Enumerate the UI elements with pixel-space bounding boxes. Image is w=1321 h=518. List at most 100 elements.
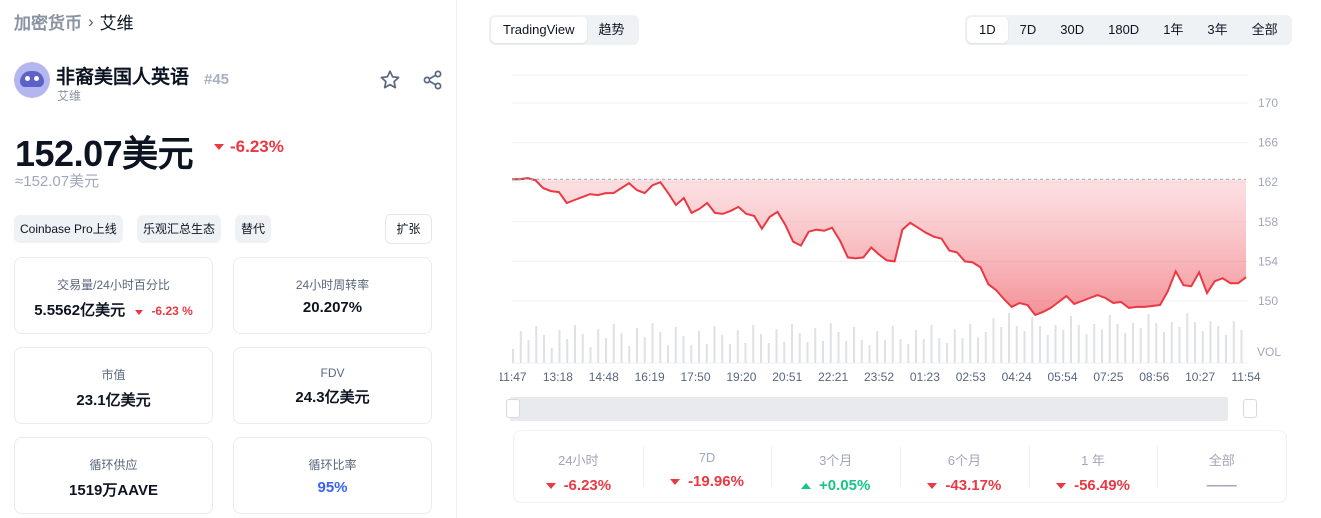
volume-bar — [922, 339, 925, 363]
x-tick-label: 10:27 — [1185, 370, 1215, 384]
volume-bar — [628, 346, 631, 363]
volume-bar — [907, 344, 910, 363]
volume-bar — [574, 325, 576, 363]
volume-bar — [969, 324, 972, 363]
perf-value: -19.96% — [688, 473, 744, 490]
volume-bar — [1186, 313, 1189, 363]
volume-bar — [1070, 316, 1072, 363]
perf-all: 全部 —— — [1157, 431, 1286, 502]
navigator-right-handle[interactable] — [1243, 399, 1257, 418]
range-1d[interactable]: 1D — [967, 17, 1008, 43]
star-icon[interactable] — [378, 68, 402, 92]
range-1y[interactable]: 1年 — [1163, 22, 1184, 37]
volume-bar — [682, 336, 685, 363]
chevron-right-icon: › — [88, 11, 94, 31]
volume-bar — [1225, 335, 1227, 363]
range-all[interactable]: 全部 — [1251, 22, 1278, 37]
x-tick-label: 14:48 — [589, 370, 619, 384]
y-tick-label: 162 — [1258, 175, 1278, 189]
caret-down-icon — [1056, 482, 1067, 489]
perf-value: +0.05% — [819, 477, 871, 494]
tab-tradingview[interactable]: TradingView — [491, 17, 587, 43]
turnover-value: 20.207% — [302, 299, 363, 316]
volume-bar — [876, 331, 879, 363]
perf-value: -43.17% — [945, 477, 1002, 494]
expand-button[interactable]: 扩张 — [385, 214, 432, 244]
volume-bar — [853, 327, 855, 363]
volume-bar — [1209, 321, 1212, 363]
volume-bar — [581, 334, 584, 363]
volume-value-row: 5.5562亿美元 -6.23 % — [15, 299, 212, 320]
y-tick-label: 154 — [1258, 254, 1278, 268]
volume-bar — [690, 345, 693, 363]
range-180d[interactable]: 180D — [1108, 22, 1140, 37]
perf-label: 1 年 — [1081, 453, 1105, 468]
performance-bar: 24小时 -6.23% 7D -19.96% 3个月 +0.05% 6个月 -4… — [513, 430, 1287, 503]
navigator-left-handle[interactable] — [506, 399, 520, 418]
volume-bar — [1163, 332, 1165, 363]
volume-bar — [1000, 327, 1003, 363]
volume-bar — [783, 342, 786, 363]
coin-name: 非裔美国人英语 — [56, 67, 190, 88]
range-navigator[interactable] — [510, 397, 1228, 421]
volume-bar — [1077, 325, 1080, 363]
volume-bar — [752, 325, 755, 363]
tag-alt[interactable]: 替代 — [235, 215, 272, 243]
volume-bar — [1232, 321, 1235, 363]
volume-bar — [1139, 328, 1142, 363]
volume-bar — [1170, 322, 1173, 363]
range-30d[interactable]: 30D — [1060, 22, 1085, 37]
volume-bar — [736, 330, 739, 363]
volume-bar — [1155, 323, 1158, 363]
x-tick-label: 05:54 — [1047, 370, 1077, 384]
breadcrumb-parent[interactable]: 加密货币 — [14, 14, 82, 33]
x-tick-label: 11:47 — [500, 370, 527, 384]
x-tick-label: 08:56 — [1139, 370, 1169, 384]
x-tick-label: 01:23 — [910, 370, 940, 384]
volume-bar — [1178, 327, 1181, 363]
caret-up-icon — [801, 482, 812, 489]
share-icon[interactable] — [421, 68, 445, 92]
volume-bar — [806, 342, 809, 363]
coin-symbol: 艾维 — [57, 89, 82, 103]
volume-bar — [860, 340, 863, 363]
range-3y[interactable]: 3年 — [1207, 22, 1228, 37]
volume-bar — [636, 328, 638, 363]
x-tick-label: 02:53 — [956, 370, 986, 384]
volume-bar — [775, 329, 778, 363]
x-tick-label: 22:21 — [818, 370, 848, 384]
volume-bar — [1054, 325, 1057, 363]
volume-bar — [589, 347, 592, 363]
y-tick-label: 170 — [1258, 96, 1278, 110]
volume-bar — [1039, 326, 1041, 363]
price-change: -6.23% — [214, 137, 284, 157]
perf-value: -6.23% — [563, 477, 612, 494]
caret-down-icon — [214, 144, 224, 150]
perf-3m: 3个月 +0.05% — [771, 431, 900, 502]
perf-label: 全部 — [1208, 453, 1235, 468]
perf-24h: 24小时 -6.23% — [514, 431, 643, 502]
tag-coinbase[interactable]: Coinbase Pro上线 — [14, 215, 123, 243]
volume-bar — [612, 324, 615, 363]
volume-bar — [891, 326, 894, 363]
caret-down-icon — [135, 310, 144, 315]
volume-bar — [798, 333, 801, 363]
price-chart[interactable]: 170 166 162 158 154 150 VOL 11:47 13:18 14:48 16:… — [500, 60, 1300, 400]
volume-change: -6.23 % — [151, 304, 193, 318]
volume-bar — [1023, 331, 1026, 363]
volume-bar — [822, 341, 824, 363]
volume-bar — [984, 332, 987, 363]
volume-bar — [729, 344, 731, 363]
supply-value: 1519万AAVE — [69, 482, 158, 499]
tab-trend[interactable]: 趋势 — [598, 22, 625, 37]
tag-optimism[interactable]: 乐观汇总生态 — [137, 215, 222, 243]
view-toggle: TradingView 趋势 — [489, 15, 639, 45]
volume-bar — [1108, 315, 1111, 363]
volume-bar — [899, 339, 902, 363]
x-tick-label: 04:24 — [1002, 370, 1032, 384]
range-7d[interactable]: 7D — [1019, 22, 1037, 37]
ratio-card: 循环比率 95% — [233, 437, 432, 514]
perf-label: 6个月 — [947, 453, 981, 468]
volume-bar — [814, 328, 817, 363]
mcap-value: 23.1亿美元 — [76, 392, 151, 409]
